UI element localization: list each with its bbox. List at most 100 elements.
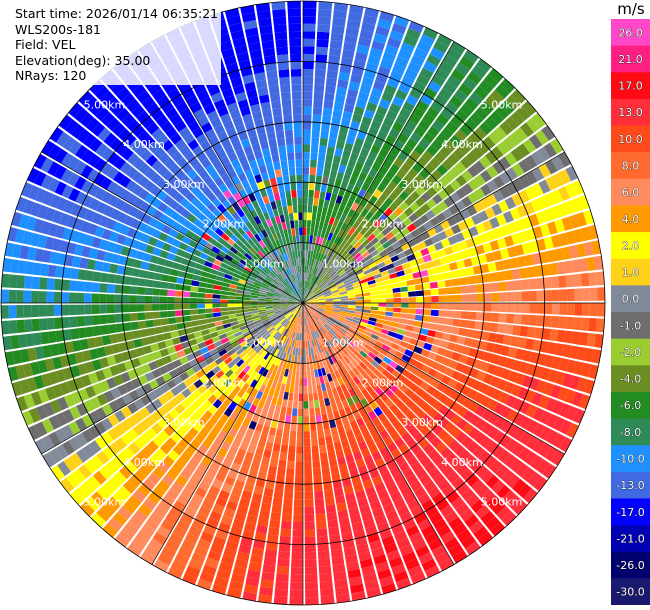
velocity-gate [319,317,327,323]
velocity-gate [218,183,229,194]
velocity-gate [189,358,199,368]
velocity-gate [222,277,231,284]
velocity-gate [574,303,583,316]
velocity-gate [297,204,303,213]
velocity-gate [336,331,345,339]
velocity-gate [409,179,420,191]
velocity-gate [112,491,127,505]
velocity-gate [295,468,303,477]
velocity-gate [330,287,339,292]
velocity-gate [298,325,301,333]
velocity-gate [367,233,376,242]
velocity-gate [431,544,447,558]
colorbar-bin [611,445,650,473]
velocity-gate [558,357,569,372]
velocity-gate [144,312,153,320]
velocity-gate [265,304,273,307]
velocity-gate [541,125,556,141]
velocity-gate [228,287,237,293]
velocity-gate [257,594,273,604]
velocity-gate [119,189,132,202]
velocity-gate [442,484,455,498]
velocity-gate [316,329,322,337]
velocity-gate [565,165,578,182]
velocity-gate [547,221,558,235]
velocity-gate [338,463,348,473]
velocity-gate [116,451,130,465]
velocity-gate [118,342,128,352]
velocity-gate [206,343,216,351]
velocity-gate [425,336,435,344]
velocity-gate [399,256,409,265]
velocity-gate [242,343,251,351]
velocity-gate [262,342,270,350]
velocity-gate [126,119,140,133]
velocity-gate [320,406,327,415]
velocity-gate [370,333,379,341]
velocity-gate [528,278,537,290]
velocity-gate [394,388,404,399]
velocity-gate [387,374,397,384]
velocity-gate [96,450,110,465]
ring-label: 4.00km [123,456,165,469]
velocity-gate [489,376,501,388]
velocity-gate [349,260,358,268]
velocity-gate [576,377,588,392]
velocity-gate [352,319,361,325]
velocity-gate [157,202,168,213]
velocity-gate [333,299,341,302]
velocity-gate [316,337,322,346]
velocity-gate [71,256,82,268]
velocity-gate [269,316,277,322]
velocity-gate [205,492,217,503]
velocity-gate [290,182,297,191]
velocity-gate [306,317,309,326]
velocity-gate [360,447,371,458]
velocity-gate [277,273,284,281]
velocity-gate [333,263,341,271]
colorbar-tick-label: -30.0 [616,586,644,599]
velocity-gate [179,145,191,157]
velocity-gate [361,265,370,272]
velocity-gate [271,1,286,11]
velocity-gate [393,570,409,583]
velocity-gate [305,257,308,266]
velocity-gate [244,266,253,273]
velocity-gate [463,49,479,64]
velocity-gate [445,101,459,115]
velocity-gate [455,502,470,516]
velocity-gate [349,176,358,186]
velocity-gate [68,140,82,155]
velocity-gate [352,385,361,395]
velocity-gate [299,288,302,296]
velocity-gate [251,547,264,557]
velocity-gate [255,206,263,216]
velocity-gate [525,435,539,450]
velocity-gate [392,63,406,75]
velocity-gate [237,99,249,110]
velocity-gate [312,251,317,260]
velocity-gate [350,275,358,282]
velocity-gate [42,191,54,206]
velocity-gate [15,228,26,244]
velocity-gate [326,443,335,452]
velocity-gate [199,426,210,438]
velocity-gate [202,410,213,421]
velocity-gate [432,412,444,424]
velocity-gate [401,144,413,156]
velocity-gate [324,293,333,297]
velocity-gate [454,161,467,174]
velocity-gate [356,417,365,427]
velocity-gate [229,185,238,196]
velocity-gate [94,187,106,201]
velocity-gate [291,551,303,560]
velocity-gate [317,345,322,354]
velocity-gate [315,268,320,276]
velocity-gate [422,113,435,125]
velocity-gate [92,383,103,396]
velocity-gate [310,305,318,308]
velocity-gate [234,558,249,569]
velocity-gate [440,375,451,385]
velocity-gate [523,201,535,215]
velocity-gate [35,405,48,420]
